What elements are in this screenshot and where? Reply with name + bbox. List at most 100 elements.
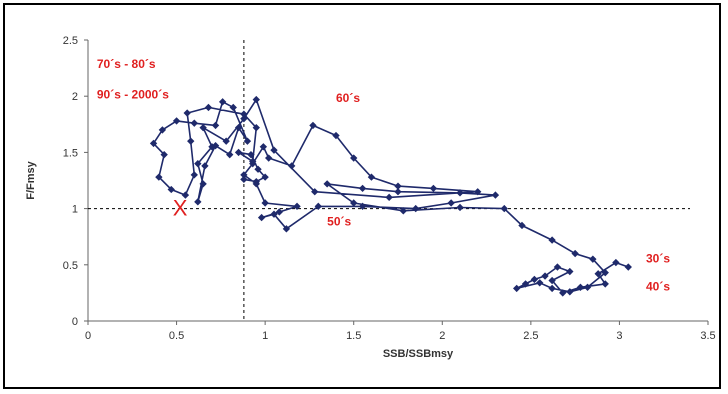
data-point [155,173,163,181]
data-point [394,182,402,190]
data-point [252,177,260,186]
data-point [309,121,317,130]
data-point [172,117,181,125]
data-point [521,280,530,288]
y-tick-label: 1 [72,204,78,216]
x-tick-label: 3.5 [700,330,715,342]
x-tick-label: 0.5 [169,330,184,342]
data-point [222,137,230,145]
decade-annotation: 90´s - 2000´s [97,87,169,101]
data-point [243,137,252,145]
series-group [149,95,632,297]
data-point [211,121,220,130]
data-point [270,210,278,218]
axes-group: 0 0.5 1 1.5 2 2.5 3 3.5 0 0.5 1 1.5 2 2.5 SSB/SSBmsy F/… [25,35,716,360]
data-point [183,109,191,117]
data-point [358,202,367,211]
data-point [513,284,521,293]
data-point [500,204,508,213]
data-point [234,148,243,157]
data-point [234,123,243,132]
data-point [518,221,526,230]
x-axis-label: SSB/SSBmsy [383,348,454,360]
x-tick-label: 0 [85,330,91,342]
data-point [541,272,549,280]
data-point [553,263,562,271]
y-axis-label: F/Fmsy [25,160,37,199]
data-point [218,98,227,106]
data-point [240,115,248,123]
data-point [624,263,632,271]
data-point [259,143,268,151]
data-point [293,202,301,211]
data-point [254,165,262,173]
data-point [399,207,407,215]
data-point [211,141,220,150]
decade-annotation: 70´s - 80´s [97,57,156,71]
data-point [314,202,322,211]
data-point [412,204,420,213]
data-point [282,225,291,233]
data-point [199,180,207,188]
data-point [288,162,296,170]
data-point [447,199,455,207]
data-point [229,103,237,112]
data-point [275,208,283,216]
data-point [394,188,402,196]
decade-annotation: 50´s [327,214,351,228]
data-point [548,236,556,244]
data-point [257,213,266,222]
data-point [149,139,158,148]
data-point [566,267,574,276]
data-point [265,154,273,162]
y-tick-label: 1.5 [63,147,78,159]
data-point [571,249,579,258]
data-point [594,270,602,278]
data-point [385,193,393,202]
data-point [190,119,198,127]
reference-lines [88,40,690,321]
series-line [152,98,629,294]
y-tick-label: 2.5 [63,35,78,47]
data-point [601,268,609,277]
decade-annotation: 30´s [646,252,670,266]
data-point [576,283,585,291]
data-point [201,162,209,170]
data-point [491,191,500,199]
data-point [583,283,592,291]
data-point [536,279,544,287]
x-tick-label: 2.5 [523,330,538,342]
data-point [601,280,609,288]
data-point [350,154,358,162]
data-point [226,150,234,159]
data-point [311,188,319,196]
data-point [566,288,574,296]
data-point [194,198,202,206]
data-point [158,126,167,134]
data-point [474,188,482,196]
decade-annotation: 60´s [336,91,360,105]
data-point [612,258,620,267]
y-tick-label: 0 [72,316,78,328]
data-point [240,110,248,118]
x-tick-label: 3 [616,330,622,342]
x-tick-label: 1.5 [346,330,361,342]
annotations-group: X 70´s - 80´s 90´s - 2000´s 60´s 50´s 30´s 40´… [97,57,670,294]
data-point [261,173,269,181]
x-tick-label: 1 [262,330,268,342]
data-point [456,203,464,212]
data-point [358,184,367,193]
data-point [548,276,556,285]
data-point [548,284,556,293]
data-point [559,289,567,297]
y-tick-label: 0.5 [63,260,78,272]
data-point [204,103,213,112]
data-point [252,95,260,104]
x-tick-label: 2 [439,330,445,342]
data-point [252,123,260,132]
data-point [187,137,195,145]
data-point [429,184,438,193]
data-point [190,171,198,179]
data-point [261,199,269,207]
